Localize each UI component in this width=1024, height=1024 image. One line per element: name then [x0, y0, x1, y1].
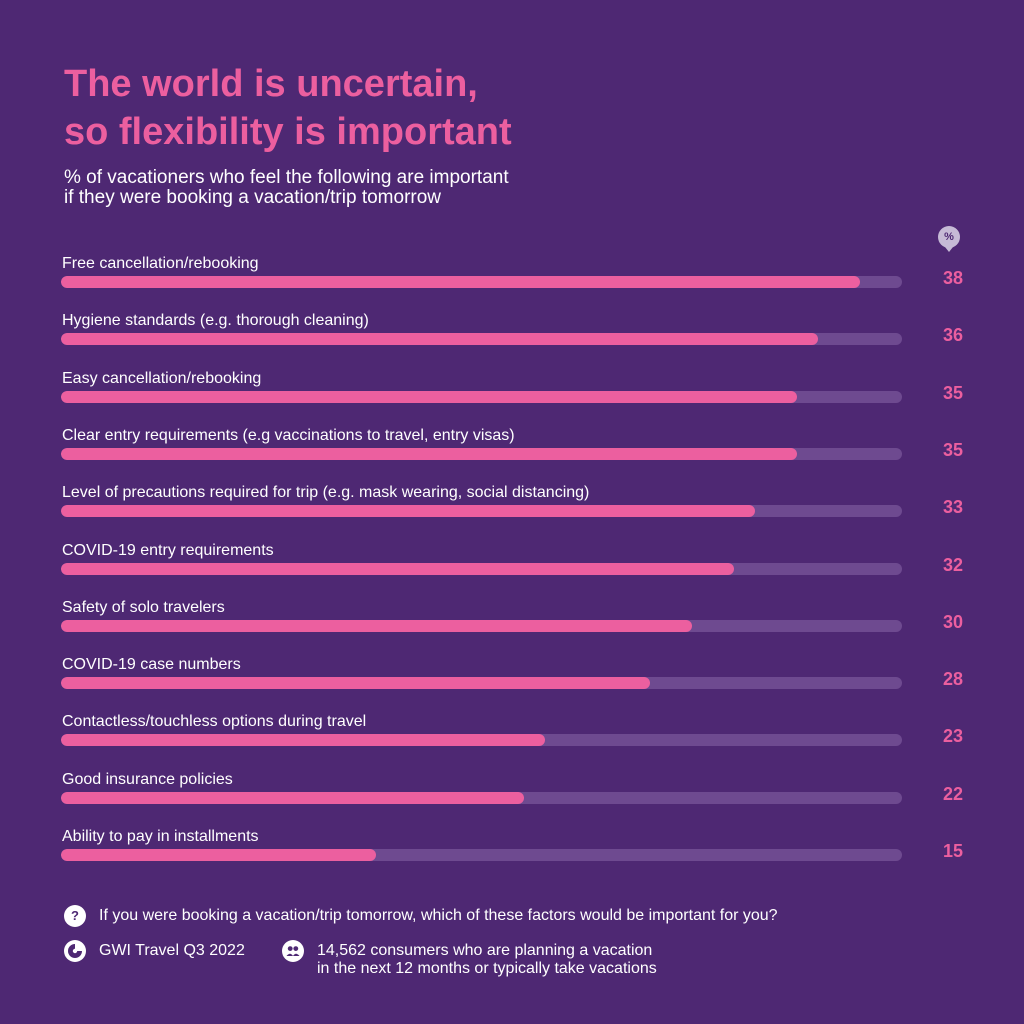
bar-label: Contactless/touchless options during tra… [62, 713, 367, 731]
bar-label: COVID-19 entry requirements [62, 541, 274, 559]
bar-track [61, 849, 902, 861]
bar-label: Easy cancellation/rebooking [62, 369, 262, 387]
bar-value-label: 22 [942, 783, 963, 804]
bar-label: COVID-19 case numbers [62, 656, 241, 674]
bar-track [61, 390, 902, 403]
bar-fill [61, 734, 545, 747]
bar-label: Good insurance policies [62, 770, 233, 788]
bar-value-label: 15 [942, 841, 963, 861]
bar-value-label: 35 [942, 382, 963, 403]
bar-row: COVID-19 case numbers 28 [0, 656, 1024, 716]
bar-fill [61, 505, 755, 518]
survey-question: If you were booking a vacation/trip tomo… [99, 907, 778, 924]
bar-value-label: 33 [942, 497, 963, 518]
bar-fill [61, 791, 524, 804]
sample-line1: 14,562 consumers who are planning a vaca… [317, 942, 653, 959]
percent-unit-badge: % [938, 226, 960, 252]
bar-value-label: 35 [942, 439, 963, 460]
chart-title-line2: so flexibility is important [64, 111, 512, 153]
bar-track [61, 734, 902, 747]
bar-fill [61, 562, 734, 575]
bar-row: Contactless/touchless options during tra… [0, 713, 1024, 773]
chart-subtitle: % of vacationers who feel the following … [64, 168, 764, 208]
bar-track [61, 562, 902, 575]
bar-value-label: 32 [942, 554, 963, 575]
gwi-logo-icon [64, 940, 86, 962]
chart-subtitle-line1: % of vacationers who feel the following … [64, 167, 509, 188]
bar-fill [61, 390, 797, 403]
bar-track [61, 677, 902, 690]
gwi-logo-graphic [65, 941, 85, 961]
people-icon [282, 940, 304, 962]
bar-row: COVID-19 entry requirements 32 [0, 542, 1024, 602]
bar-track [61, 333, 902, 346]
bar-track [61, 505, 902, 518]
bar-track [61, 447, 902, 460]
bar-track [61, 276, 902, 288]
bar-fill [61, 677, 650, 690]
bar-label: Level of precautions required for trip (… [62, 484, 590, 502]
sample-line2: in the next 12 months or typically take … [317, 960, 657, 977]
bar-label: Free cancellation/rebooking [62, 255, 259, 272]
bar-value-label: 23 [942, 726, 963, 747]
chart-title-line1: The world is uncertain, [64, 63, 478, 105]
bar-fill [61, 276, 860, 288]
bar-row: Easy cancellation/rebooking 35 [0, 370, 1024, 430]
bar-fill [61, 849, 376, 861]
bar-label: Hygiene standards (e.g. thorough cleanin… [62, 312, 369, 330]
bar-track [61, 791, 902, 804]
chart-title: The world is uncertain, so flexibility i… [64, 60, 764, 156]
chart-subtitle-line2: if they were booking a vacation/trip tom… [64, 187, 442, 208]
bar-row: Clear entry requirements (e.g vaccinatio… [0, 427, 1024, 487]
bar-value-label: 38 [942, 268, 963, 288]
question-icon: ? [64, 905, 86, 927]
bar-row: Good insurance policies 22 [0, 771, 1024, 831]
bar-track [61, 619, 902, 632]
bar-value-label: 36 [942, 325, 963, 346]
bar-fill [61, 333, 818, 346]
data-source: GWI Travel Q3 2022 [99, 942, 245, 959]
bar-row: Level of precautions required for trip (… [0, 484, 1024, 544]
bar-row: Hygiene standards (e.g. thorough cleanin… [0, 312, 1024, 372]
people-graphic [282, 940, 304, 962]
bar-label: Safety of solo travelers [62, 598, 225, 616]
bar-value-label: 30 [942, 611, 963, 632]
bar-label: Clear entry requirements (e.g vaccinatio… [62, 426, 515, 444]
bar-fill [61, 619, 692, 632]
bar-row: Free cancellation/rebooking 38 [0, 255, 1024, 315]
bar-row: Safety of solo travelers 30 [0, 599, 1024, 659]
bar-value-label: 28 [942, 669, 963, 690]
bar-row: Ability to pay in installments 15 [0, 828, 1024, 888]
sample-description: 14,562 consumers who are planning a vaca… [317, 942, 657, 978]
bar-label: Ability to pay in installments [62, 828, 259, 845]
bar-fill [61, 447, 797, 460]
